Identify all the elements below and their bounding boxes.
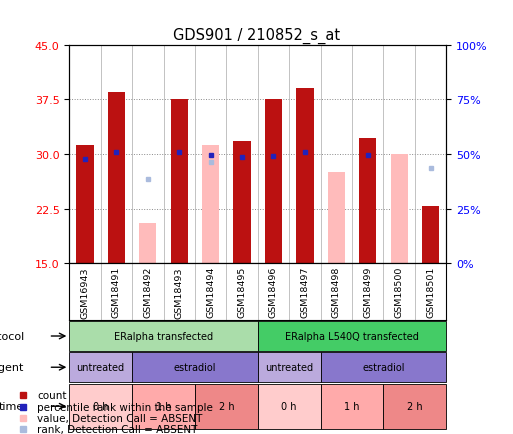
Bar <box>108 93 125 263</box>
Text: GSM18494: GSM18494 <box>206 266 215 318</box>
Text: GSM18495: GSM18495 <box>238 266 247 318</box>
Bar <box>328 173 345 263</box>
Text: 0 h: 0 h <box>282 401 297 411</box>
Bar <box>171 100 188 263</box>
Text: GSM18499: GSM18499 <box>363 266 372 318</box>
Text: 1 h: 1 h <box>344 401 360 411</box>
Text: time: time <box>0 401 24 411</box>
Text: protocol: protocol <box>0 331 24 341</box>
Text: estradiol: estradiol <box>362 362 405 372</box>
Text: value, Detection Call = ABSENT: value, Detection Call = ABSENT <box>37 413 203 423</box>
Bar <box>359 138 377 263</box>
Bar <box>258 384 321 429</box>
Bar <box>390 155 408 263</box>
Text: 1 h: 1 h <box>156 401 171 411</box>
Text: GSM16943: GSM16943 <box>81 266 89 318</box>
Text: GSM18492: GSM18492 <box>143 266 152 318</box>
Bar <box>132 352 258 382</box>
Text: GDS901 / 210852_s_at: GDS901 / 210852_s_at <box>173 28 340 44</box>
Text: GSM18498: GSM18498 <box>332 266 341 318</box>
Bar <box>321 352 446 382</box>
Bar <box>258 352 321 382</box>
Bar <box>132 384 195 429</box>
Text: count: count <box>37 391 67 400</box>
Bar <box>139 224 156 263</box>
Text: 2 h: 2 h <box>219 401 234 411</box>
Bar <box>422 207 439 263</box>
Bar <box>383 384 446 429</box>
Text: agent: agent <box>0 362 24 372</box>
Text: GSM18496: GSM18496 <box>269 266 278 318</box>
Bar <box>202 146 219 263</box>
Text: untreated: untreated <box>265 362 313 372</box>
Text: percentile rank within the sample: percentile rank within the sample <box>37 402 213 411</box>
Bar <box>69 352 132 382</box>
Bar <box>233 141 251 263</box>
Text: GSM18491: GSM18491 <box>112 266 121 318</box>
Text: ERalpha transfected: ERalpha transfected <box>114 331 213 341</box>
Bar <box>321 384 383 429</box>
Bar <box>69 321 258 351</box>
Text: untreated: untreated <box>76 362 125 372</box>
Text: rank, Detection Call = ABSENT: rank, Detection Call = ABSENT <box>37 424 198 434</box>
Bar <box>76 146 93 263</box>
Text: GSM18497: GSM18497 <box>301 266 309 318</box>
Text: GSM18500: GSM18500 <box>394 266 404 318</box>
Text: ERalpha L540Q transfected: ERalpha L540Q transfected <box>285 331 419 341</box>
Bar <box>258 321 446 351</box>
Text: estradiol: estradiol <box>174 362 216 372</box>
Bar <box>265 100 282 263</box>
Text: 2 h: 2 h <box>407 401 423 411</box>
Bar <box>195 384 258 429</box>
Bar <box>69 384 132 429</box>
Bar <box>297 89 313 263</box>
Text: GSM18501: GSM18501 <box>426 266 435 318</box>
Text: 0 h: 0 h <box>93 401 108 411</box>
Text: GSM18493: GSM18493 <box>175 266 184 318</box>
